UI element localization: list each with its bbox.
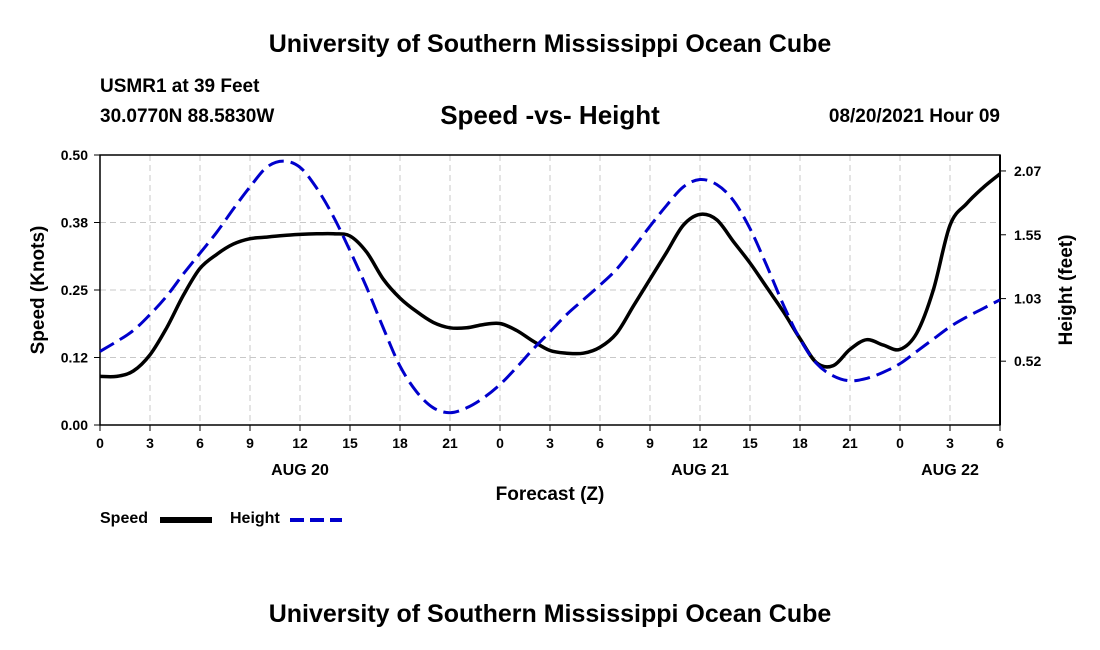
y-right-tick-label: 1.55	[1014, 227, 1041, 243]
coordinates-label: 30.0770N 88.5830W	[100, 106, 275, 127]
x-tick-label: 6	[996, 435, 1004, 451]
y-axis-right-label: Height (feet)	[1056, 235, 1077, 346]
x-tick-label: 6	[596, 435, 604, 451]
x-tick-label: 21	[442, 435, 458, 451]
x-tick-label: 15	[742, 435, 758, 451]
x-tick-label: 9	[646, 435, 654, 451]
chart-subtitle: Speed -vs- Height	[440, 100, 660, 130]
x-tick-label: 9	[246, 435, 254, 451]
x-tick-label: 3	[946, 435, 954, 451]
grid-lines	[100, 155, 1000, 425]
y-left-tick-label: 0.25	[61, 282, 88, 298]
data-series	[99, 159, 1002, 415]
y-left-tick-label: 0.12	[61, 350, 88, 366]
x-axis-label: Forecast (Z)	[496, 484, 605, 505]
legend-speed-label: Speed	[100, 510, 149, 527]
x-tick-label: 21	[842, 435, 858, 451]
date-label: AUG 22	[921, 462, 979, 479]
y-axis-left-label: Speed (Knots)	[28, 226, 49, 355]
x-tick-label: 0	[896, 435, 904, 451]
axes: 0 3 6 9 12 15 18 21 0 3 6 9 12 15 18 21 0 3 6 AUG 20 AUG 21 A…	[61, 147, 1042, 479]
x-tick-label: 6	[196, 435, 204, 451]
y-left-tick-label: 0.50	[61, 147, 88, 163]
chart-top-title: University of Southern Mississippi Ocean…	[268, 30, 832, 58]
station-label: USMR1 at 39 Feet	[100, 76, 260, 97]
x-tick-label: 18	[392, 435, 408, 451]
y-left-tick-label: 0.38	[61, 215, 88, 231]
x-tick-label: 0	[496, 435, 504, 451]
y-right-tick-label: 0.52	[1014, 353, 1041, 369]
y-right-tick-label: 1.03	[1014, 291, 1041, 307]
y-left-tick-label: 0.00	[61, 417, 88, 433]
x-tick-label: 3	[146, 435, 154, 451]
x-tick-label: 18	[792, 435, 808, 451]
x-tick-label: 0	[96, 435, 104, 451]
legend-height-label: Height	[230, 510, 280, 527]
chart-bottom-title: University of Southern Mississippi Ocean…	[268, 600, 832, 628]
x-tick-label: 12	[292, 435, 308, 451]
y-right-tick-label: 2.07	[1014, 163, 1041, 179]
series-line-speed	[99, 172, 1002, 379]
x-tick-label: 3	[546, 435, 554, 451]
date-label: AUG 21	[671, 462, 729, 479]
date-label: AUG 20	[271, 462, 329, 479]
x-tick-label: 15	[342, 435, 358, 451]
x-tick-label: 12	[692, 435, 708, 451]
datetime-label: 08/20/2021 Hour 09	[828, 106, 1000, 127]
